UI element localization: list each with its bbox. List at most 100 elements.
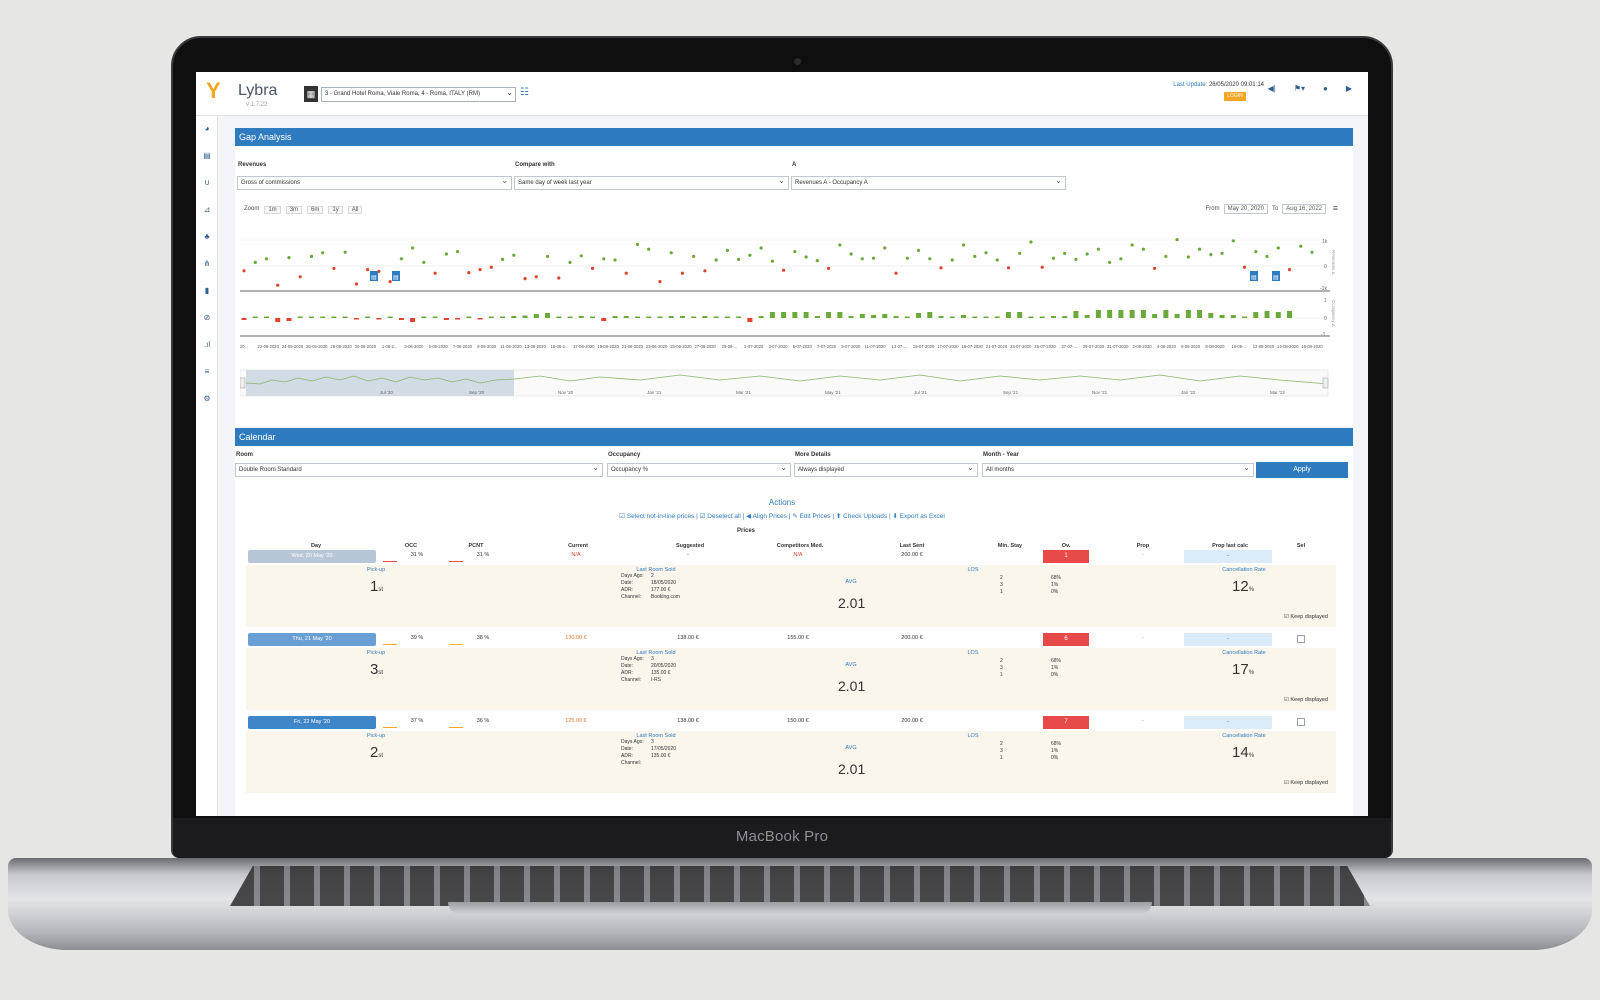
occupancy-bar[interactable]	[500, 316, 506, 319]
occupancy-bar[interactable]	[893, 316, 899, 318]
zoom-1m-button[interactable]: 1m	[264, 206, 281, 214]
occupancy-bar[interactable]	[398, 318, 404, 320]
revenue-point[interactable]	[366, 268, 370, 272]
revenue-point[interactable]	[321, 251, 325, 255]
revenue-point[interactable]	[804, 255, 808, 259]
revenue-point[interactable]	[1051, 256, 1056, 260]
calendar-icon[interactable]: ▤	[203, 151, 211, 160]
share-icon[interactable]: ◀|	[1267, 84, 1276, 93]
occupancy-bar[interactable]	[410, 318, 416, 322]
revenue-point[interactable]	[343, 250, 347, 254]
revenue-point[interactable]	[1175, 238, 1179, 242]
revenue-point[interactable]	[1276, 246, 1280, 250]
user-icon[interactable]: ●	[1323, 84, 1328, 93]
occupancy-bar[interactable]	[646, 316, 652, 319]
revenue-point[interactable]	[613, 258, 617, 262]
occupancy-bar[interactable]	[960, 315, 966, 318]
revenue-point[interactable]	[680, 271, 685, 275]
revenue-point[interactable]	[298, 275, 302, 279]
revenue-point[interactable]	[883, 246, 887, 250]
revenue-point[interactable]	[782, 268, 786, 272]
occupancy-bar[interactable]	[668, 316, 674, 318]
revenue-point[interactable]	[669, 251, 673, 255]
event-marker[interactable]: ▤	[392, 271, 400, 281]
revenue-point[interactable]	[1006, 266, 1011, 270]
revenue-point[interactable]	[1018, 251, 1022, 255]
flag-icon[interactable]: ⚑▾	[1293, 84, 1305, 93]
revenue-point[interactable]	[1197, 247, 1202, 251]
occupancy-bar[interactable]	[758, 316, 764, 318]
revenue-point[interactable]	[703, 269, 707, 273]
revenue-point[interactable]	[647, 247, 651, 251]
revenue-point[interactable]	[939, 266, 943, 270]
revenue-point[interactable]	[602, 257, 606, 261]
revenue-point[interactable]	[287, 256, 291, 260]
actions-links[interactable]: ☑ Select not-in-line prices | ☑ Deselect…	[619, 513, 945, 520]
revenue-point[interactable]	[388, 280, 392, 284]
occupancy-bar[interactable]	[792, 312, 798, 318]
occupancy-bar[interactable]	[522, 315, 528, 319]
occupancy-bar[interactable]	[241, 318, 247, 320]
select-checkbox[interactable]	[1297, 718, 1305, 726]
occupancy-bar[interactable]	[297, 316, 303, 319]
logout-icon[interactable]: ▶	[1345, 84, 1352, 93]
override-badge[interactable]: 7	[1043, 716, 1089, 729]
revenue-point[interactable]	[916, 248, 921, 252]
settings-icon[interactable]: ⚙	[203, 394, 211, 403]
document-icon[interactable]: ▮	[204, 286, 210, 295]
revenue-point[interactable]	[1119, 257, 1123, 261]
revenue-point[interactable]	[1254, 250, 1258, 254]
occupancy-bar[interactable]	[286, 318, 292, 321]
revenue-point[interactable]	[714, 258, 718, 262]
occupancy-bar[interactable]	[252, 316, 258, 319]
revenue-point[interactable]	[332, 266, 336, 270]
zoom-all-button[interactable]: All	[347, 206, 363, 214]
occupancy-bar[interactable]	[455, 318, 461, 320]
occupancy-bar[interactable]	[1062, 316, 1068, 318]
occupancy-bar[interactable]	[983, 316, 989, 319]
revenue-point[interactable]	[759, 246, 763, 250]
revenue-point[interactable]	[1108, 260, 1112, 264]
revenue-point[interactable]	[467, 271, 471, 275]
occupancy-bar[interactable]	[1174, 314, 1180, 318]
occupancy-bar[interactable]	[1208, 313, 1214, 318]
revenue-point[interactable]	[1141, 247, 1145, 251]
occupancy-bar[interactable]	[1017, 312, 1023, 318]
more-details-select[interactable]: Always displayed	[794, 462, 978, 477]
occupancy-bar[interactable]	[1230, 315, 1236, 318]
occupancy-bar[interactable]	[1095, 310, 1101, 318]
occupancy-bar[interactable]	[567, 316, 573, 319]
occupancy-bar[interactable]	[1264, 311, 1270, 318]
revenue-point[interactable]	[534, 275, 538, 279]
occupancy-bar[interactable]	[949, 316, 955, 319]
revenue-point[interactable]	[444, 252, 448, 256]
revenue-point[interactable]	[500, 257, 505, 261]
occupancy-bar[interactable]	[1050, 316, 1056, 318]
revenue-point[interactable]	[590, 266, 595, 270]
occupancy-bar[interactable]	[1287, 311, 1293, 318]
revenue-point[interactable]	[658, 280, 662, 284]
occupancy-bar[interactable]	[263, 316, 269, 319]
revenue-point[interactable]	[984, 251, 988, 255]
revenue-point[interactable]	[1310, 250, 1314, 254]
occupancy-bar[interactable]	[871, 315, 877, 318]
users-icon[interactable]: ♣	[204, 232, 210, 241]
revenue-point[interactable]	[1287, 268, 1292, 272]
revenue-point[interactable]	[489, 265, 493, 269]
occupancy-bar[interactable]	[353, 318, 359, 320]
revenue-point[interactable]	[1130, 243, 1134, 247]
occupancy-bar[interactable]	[1028, 316, 1034, 319]
occupancy-bar[interactable]	[904, 316, 910, 319]
revenue-point[interactable]	[523, 277, 527, 281]
occupancy-bar[interactable]	[634, 316, 640, 319]
hotel-select[interactable]: 3 - Grand Hotel Roma, Viale Roma, 4 - Ro…	[321, 86, 516, 102]
revenue-point[interactable]	[1029, 240, 1033, 244]
month-year-select[interactable]: All months	[982, 462, 1254, 477]
revenue-point[interactable]	[1164, 254, 1168, 258]
occupancy-bar[interactable]	[601, 318, 607, 321]
revenue-point[interactable]	[1209, 253, 1213, 257]
revenue-point[interactable]	[1096, 247, 1100, 251]
revenue-point[interactable]	[242, 269, 246, 273]
occupancy-bar[interactable]	[365, 316, 371, 319]
revenue-point[interactable]	[354, 282, 359, 286]
